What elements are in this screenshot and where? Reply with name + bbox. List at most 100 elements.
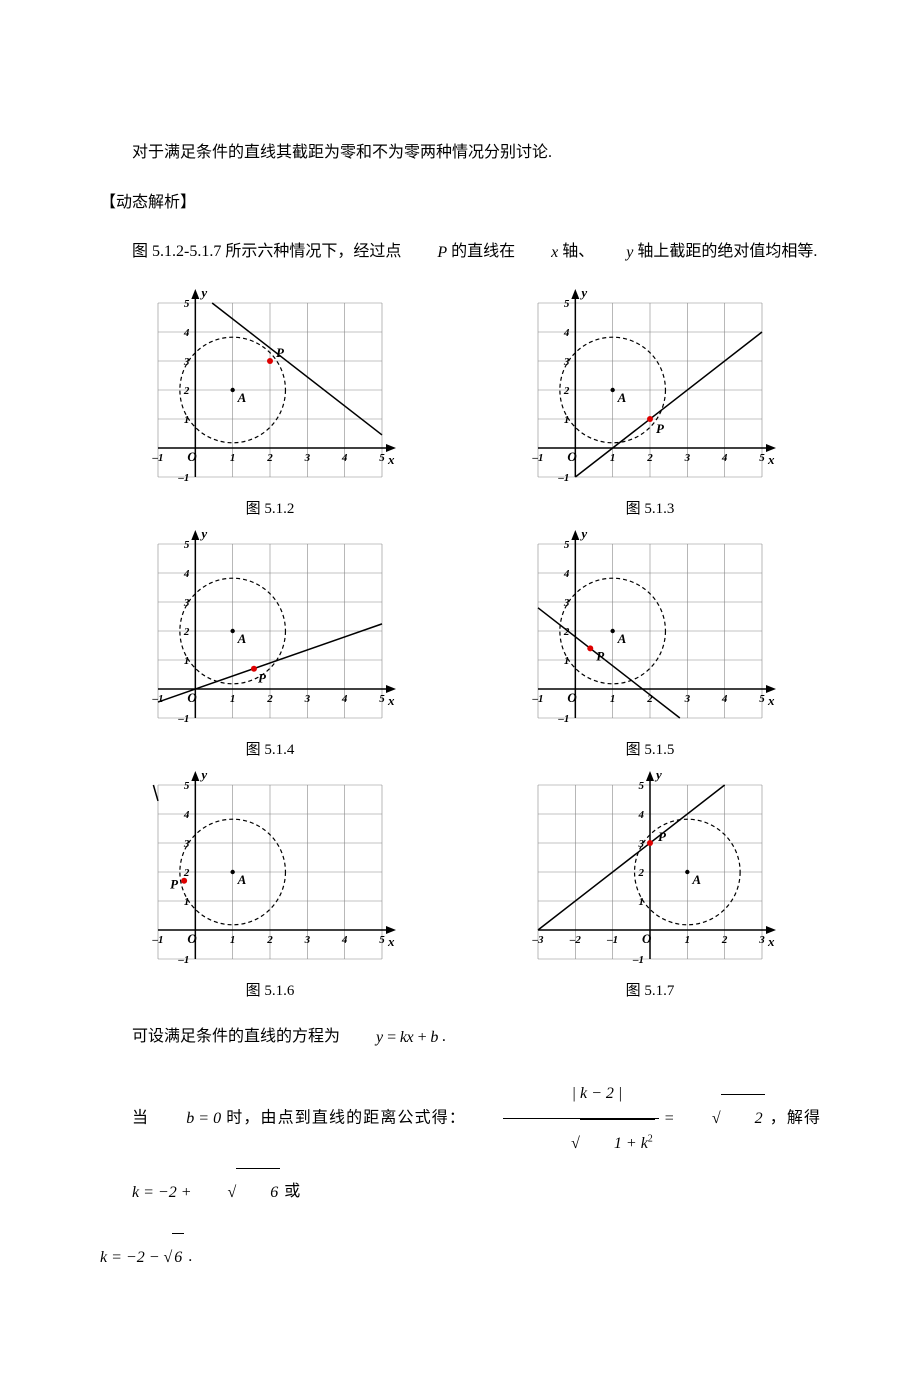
svg-text:5: 5 [379,934,385,946]
eq-k2: k = −2 − √6 [100,1233,184,1282]
var-P: P [405,236,447,270]
svg-text:–1: –1 [152,452,164,464]
p3-part-b: . [438,1028,446,1045]
paragraph-1: 对于满足条件的直线其截距为零和不为零两种情况分别讨论. [100,136,820,170]
caption-5-1-4: 图 5.1.4 [246,738,295,759]
svg-text:O: O [187,690,197,705]
svg-text:O: O [567,690,577,705]
svg-text:–1: –1 [177,472,189,484]
svg-text:O: O [187,449,197,464]
p2-part-a: 图 5.1.2-5.1.7 所示六种情况下，经过点 [132,243,405,260]
plot-5-1-4: –112345–112345OxyAP [140,526,400,736]
plot-5-1-5: –112345–112345OxyAP [520,526,780,736]
caption-5-1-3: 图 5.1.3 [626,497,675,518]
svg-text:1: 1 [610,693,616,705]
caption-5-1-6: 图 5.1.6 [246,979,295,1000]
svg-text:–1: –1 [177,713,189,725]
svg-text:2: 2 [183,867,190,879]
svg-text:4: 4 [183,327,190,339]
svg-text:1: 1 [610,452,616,464]
p5-part-b: . [184,1249,192,1266]
p2-part-b: 的直线在 [447,243,519,260]
svg-text:3: 3 [183,597,190,609]
svg-text:x: x [767,934,775,949]
plot-5-1-7: –3–2–1123–112345OxyAP [520,767,780,977]
p4-part-a: 当 [132,1110,154,1127]
p3-part-a: 可设满足条件的直线的方程为 [132,1028,344,1045]
k1-val: 6 [236,1168,280,1217]
svg-text:–1: –1 [177,954,189,966]
svg-text:4: 4 [563,568,570,580]
p4-part-b: 时，由点到直线的距离公式得： [221,1110,466,1127]
p2-part-c: 轴、 [558,243,594,260]
svg-text:4: 4 [341,452,348,464]
figure-grid: –112345–112345OxyAP 图 5.1.2 –112345–1123… [100,285,820,1004]
svg-text:A: A [237,390,247,405]
svg-text:5: 5 [184,539,190,551]
page: 对于满足条件的直线其截距为零和不为零两种情况分别讨论. 【动态解析】 图 5.1… [0,0,920,1378]
p2-part-d: 轴上截距的绝对值均相等. [633,243,817,260]
fraction-numerator: | k − 2 | [503,1070,659,1119]
svg-text:A: A [617,631,627,646]
eq-distance: | k − 2 | √1 + k2 = √2 [471,1070,765,1168]
eq-k1: k = −2 + √6 [100,1168,280,1217]
svg-text:O: O [642,931,652,946]
svg-text:2: 2 [183,626,190,638]
svg-text:y: y [579,526,587,541]
svg-text:y: y [579,285,587,300]
svg-text:3: 3 [563,356,570,368]
rhs-val: 2 [721,1094,765,1143]
eq-line: y = kx + b [344,1021,438,1055]
paragraph-5: k = −2 − √6 . [100,1233,820,1282]
paragraph-2: 图 5.1.2-5.1.7 所示六种情况下，经过点 P 的直线在 x 轴、y 轴… [100,235,820,269]
p4-part-c: ，解得 [765,1110,820,1127]
caption-5-1-7: 图 5.1.7 [626,979,675,1000]
svg-text:1: 1 [230,934,236,946]
svg-text:P: P [170,877,179,892]
svg-text:2: 2 [266,693,273,705]
svg-text:3: 3 [183,838,190,850]
den-exp: 2 [648,1134,653,1145]
svg-text:A: A [617,390,627,405]
svg-text:5: 5 [379,693,385,705]
svg-text:4: 4 [183,568,190,580]
svg-text:3: 3 [684,452,691,464]
svg-text:P: P [658,829,667,844]
svg-text:5: 5 [759,693,765,705]
sqrt-k1: √6 [196,1168,281,1217]
svg-text:4: 4 [341,934,348,946]
svg-text:x: x [387,452,395,467]
eq-b0: b = 0 [154,1095,221,1143]
caption-5-1-5: 图 5.1.5 [626,738,675,759]
svg-text:1: 1 [230,693,236,705]
figure-5-1-5: –112345–112345OxyAP 图 5.1.5 [520,526,780,763]
svg-text:2: 2 [183,385,190,397]
svg-text:4: 4 [341,693,348,705]
figure-5-1-2: –112345–112345OxyAP 图 5.1.2 [140,285,400,522]
svg-text:–3: –3 [532,934,545,946]
svg-text:x: x [387,693,395,708]
svg-text:x: x [767,452,775,467]
svg-text:5: 5 [759,452,765,464]
svg-text:y: y [654,767,662,782]
svg-text:P: P [258,671,267,686]
paragraph-3: 可设满足条件的直线的方程为 y = kx + b . [100,1020,820,1054]
svg-text:–1: –1 [632,954,644,966]
svg-text:P: P [596,649,605,664]
svg-text:A: A [691,872,701,887]
svg-text:–2: –2 [569,934,582,946]
svg-text:3: 3 [183,356,190,368]
paragraph-4: 当 b = 0 时，由点到直线的距离公式得： | k − 2 | √1 + k2… [100,1070,820,1217]
svg-text:O: O [187,931,197,946]
k2-base: k = −2 − [100,1249,164,1266]
svg-text:O: O [567,449,577,464]
svg-text:–1: –1 [532,452,544,464]
svg-text:2: 2 [266,934,273,946]
p4-part-d: 或 [280,1184,300,1201]
svg-text:x: x [767,693,775,708]
svg-text:5: 5 [184,298,190,310]
svg-text:–1: –1 [557,472,569,484]
fraction-denominator: √1 + k2 [503,1119,659,1168]
caption-5-1-2: 图 5.1.2 [246,497,295,518]
fraction: | k − 2 | √1 + k2 [503,1070,659,1168]
